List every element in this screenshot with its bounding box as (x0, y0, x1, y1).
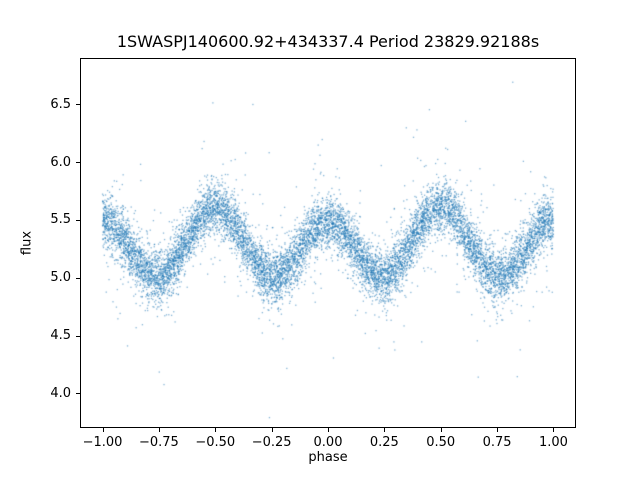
y-tick-label: 6.0 (50, 154, 71, 170)
x-tick-mark (215, 428, 217, 432)
y-tick-label: 5.5 (50, 212, 71, 228)
plot-area (80, 58, 576, 428)
x-tick-label: −0.50 (195, 435, 236, 450)
x-tick-mark (440, 428, 442, 432)
scatter-points-canvas (81, 59, 575, 427)
x-tick-label: −0.25 (251, 435, 292, 450)
x-tick-mark (102, 428, 104, 432)
y-tick-label: 6.5 (50, 96, 71, 112)
x-tick-mark (497, 428, 499, 432)
y-tick-mark (76, 162, 80, 164)
x-tick-label: 0.75 (482, 435, 512, 450)
y-tick-label: 4.0 (50, 385, 71, 401)
x-tick-label: 0.25 (369, 435, 399, 450)
x-tick-label: 1.00 (538, 435, 568, 450)
x-tick-mark (384, 428, 386, 432)
x-tick-label: −0.75 (138, 435, 179, 450)
y-tick-mark (76, 104, 80, 106)
x-axis-label: phase (308, 450, 348, 465)
y-axis-label: flux (19, 230, 35, 256)
y-tick-mark (76, 335, 80, 337)
x-tick-mark (553, 428, 555, 432)
x-tick-mark (158, 428, 160, 432)
y-tick-mark (76, 393, 80, 395)
y-tick-label: 4.5 (50, 328, 71, 343)
chart-title: 1SWASPJ140600.92+434337.4 Period 23829.9… (116, 32, 540, 51)
x-tick-label: −1.00 (82, 435, 123, 450)
x-tick-mark (271, 428, 273, 432)
y-tick-mark (76, 219, 80, 221)
y-tick-label: 5.0 (50, 270, 71, 286)
y-tick-mark (76, 277, 80, 279)
x-tick-label: 0.50 (426, 435, 456, 450)
x-tick-mark (328, 428, 329, 432)
x-tick-label: 0.00 (313, 435, 343, 450)
